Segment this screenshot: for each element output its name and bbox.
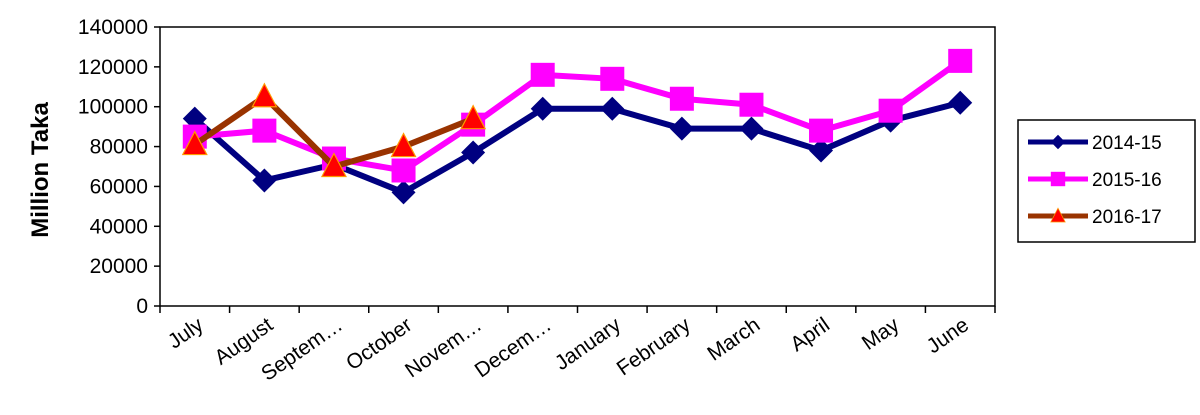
data-point: [530, 62, 555, 87]
data-point: [252, 118, 277, 143]
x-axis-ticks: July AugustSeptem…OctoberNovem…Decem…Janu…: [159, 306, 996, 386]
data-point: [669, 86, 694, 111]
data-point: [739, 92, 764, 117]
data-point: [461, 140, 486, 165]
x-tick-label: June: [923, 313, 974, 358]
legend-label: 2014-15: [1092, 133, 1162, 154]
data-point: [181, 130, 208, 156]
series-line: [194, 58, 962, 174]
legend-marker: [1050, 171, 1066, 187]
y-tick-label: 40000: [90, 215, 148, 238]
data-point: [391, 158, 416, 183]
series-2015-16: [182, 48, 973, 183]
x-tick-label: Novem…: [401, 313, 486, 382]
plot-area-border: [159, 26, 996, 307]
data-point: [252, 168, 277, 193]
y-tick-label: 120000: [78, 56, 148, 79]
series-layer: [181, 48, 973, 205]
legend-label: 2015-16: [1092, 170, 1162, 191]
x-tick-label: March: [703, 313, 764, 365]
data-point: [391, 180, 416, 205]
data-point: [669, 116, 694, 141]
series-2016-17: [181, 82, 487, 178]
x-tick-label: January: [551, 313, 626, 375]
x-tick-label: February: [613, 313, 695, 380]
y-tick-label: 100000: [78, 96, 148, 119]
data-point: [390, 132, 417, 158]
legend: 2014-15 2015-16 2016-17: [1017, 119, 1196, 243]
y-tick-label: 140000: [78, 16, 148, 39]
y-tick-label: 80000: [90, 136, 148, 159]
legend-label: 2016-17: [1092, 207, 1162, 228]
y-tick-label: 0: [136, 295, 148, 318]
data-point: [878, 98, 903, 123]
data-point: [739, 116, 764, 141]
x-tick-label: July: [164, 313, 208, 354]
data-point: [809, 118, 834, 143]
data-point: [460, 104, 487, 130]
data-point: [948, 90, 973, 115]
data-point: [320, 152, 347, 178]
y-axis-title: Million Taka: [27, 102, 54, 238]
legend-marker: [1050, 207, 1066, 223]
data-point: [809, 138, 834, 163]
x-tick-label: April: [786, 313, 834, 356]
data-point: [948, 48, 973, 73]
x-tick-label: Decem…: [471, 313, 556, 382]
y-tick-label: 20000: [90, 255, 148, 278]
data-point: [182, 106, 207, 131]
y-tick-label: 60000: [90, 175, 148, 198]
data-point: [600, 66, 625, 91]
data-point: [251, 82, 278, 108]
y-axis-title-group: Million Taka: [27, 102, 54, 238]
y-axis-ticks: 0 20000 40000 60000 80000 100000 120000 140000: [78, 16, 160, 318]
axes: [159, 26, 996, 307]
data-point: [530, 96, 555, 121]
data-point: [600, 96, 625, 121]
x-tick-label: May: [858, 313, 904, 355]
